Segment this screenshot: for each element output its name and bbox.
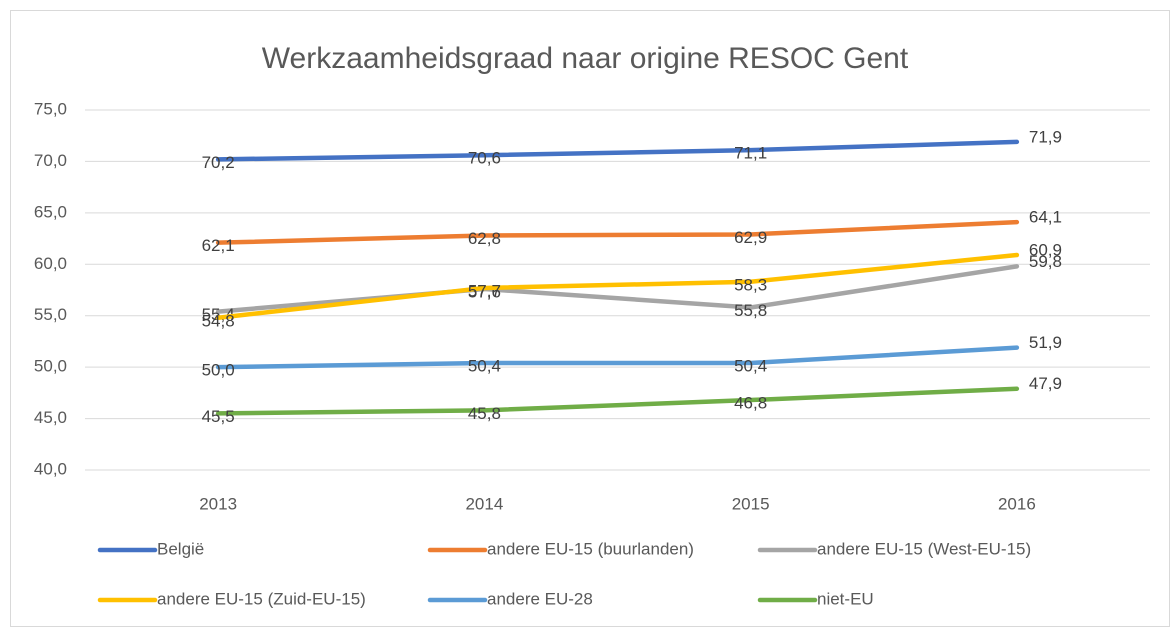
data-label: 62,8: [468, 229, 501, 248]
y-tick-label: 75,0: [34, 99, 67, 118]
series-line: [215, 139, 1020, 162]
y-tick-label: 70,0: [34, 151, 67, 170]
legend-label: andere EU-15 (Zuid-EU-15): [157, 589, 366, 608]
series-line: [215, 219, 1020, 245]
data-label: 64,1: [1029, 208, 1062, 227]
y-tick-label: 60,0: [34, 254, 67, 273]
data-label: 59,8: [1029, 252, 1062, 271]
data-label: 47,9: [1029, 374, 1062, 393]
data-label: 55,4: [202, 305, 235, 324]
x-tick-label: 2013: [199, 494, 237, 513]
data-label: 71,1: [734, 144, 767, 163]
data-label: 57,7: [468, 281, 501, 300]
data-label: 58,3: [734, 275, 767, 294]
legend-label: andere EU-28: [487, 589, 593, 608]
x-tick-label: 2016: [998, 494, 1036, 513]
data-label: 71,9: [1029, 127, 1062, 146]
legend-label: niet-EU: [817, 589, 874, 608]
y-tick-label: 65,0: [34, 202, 67, 221]
data-label: 55,8: [734, 301, 767, 320]
y-tick-label: 50,0: [34, 357, 67, 376]
legend-label: België: [157, 539, 204, 558]
x-tick-label: 2015: [732, 494, 770, 513]
series-line: [215, 252, 1020, 321]
legend-label: andere EU-15 (buurlanden): [487, 539, 694, 558]
data-label: 62,1: [202, 236, 235, 255]
chart-title: Werkzaamheidsgraad naar origine RESOC Ge…: [262, 42, 909, 75]
data-label: 51,9: [1029, 333, 1062, 352]
y-tick-label: 45,0: [34, 408, 67, 427]
data-label: 70,6: [468, 149, 501, 168]
data-label: 50,0: [202, 361, 235, 380]
data-label: 45,8: [468, 404, 501, 423]
data-label: 62,9: [734, 228, 767, 247]
series-line: [215, 264, 1020, 314]
data-label: 60,9: [1029, 241, 1062, 260]
y-tick-label: 55,0: [34, 305, 67, 324]
series-line: [215, 345, 1020, 370]
chart-frame: [10, 10, 1170, 627]
data-label: 50,4: [734, 357, 767, 376]
data-label: 45,5: [202, 407, 235, 426]
data-label: 70,2: [202, 153, 235, 172]
series-line: [215, 386, 1020, 416]
y-tick-label: 40,0: [34, 459, 67, 478]
legend-label: andere EU-15 (West-EU-15): [817, 539, 1031, 558]
x-tick-label: 2014: [465, 494, 503, 513]
data-label: 46,8: [734, 394, 767, 413]
data-label: 50,4: [468, 357, 501, 376]
data-label: 54,8: [202, 311, 235, 330]
